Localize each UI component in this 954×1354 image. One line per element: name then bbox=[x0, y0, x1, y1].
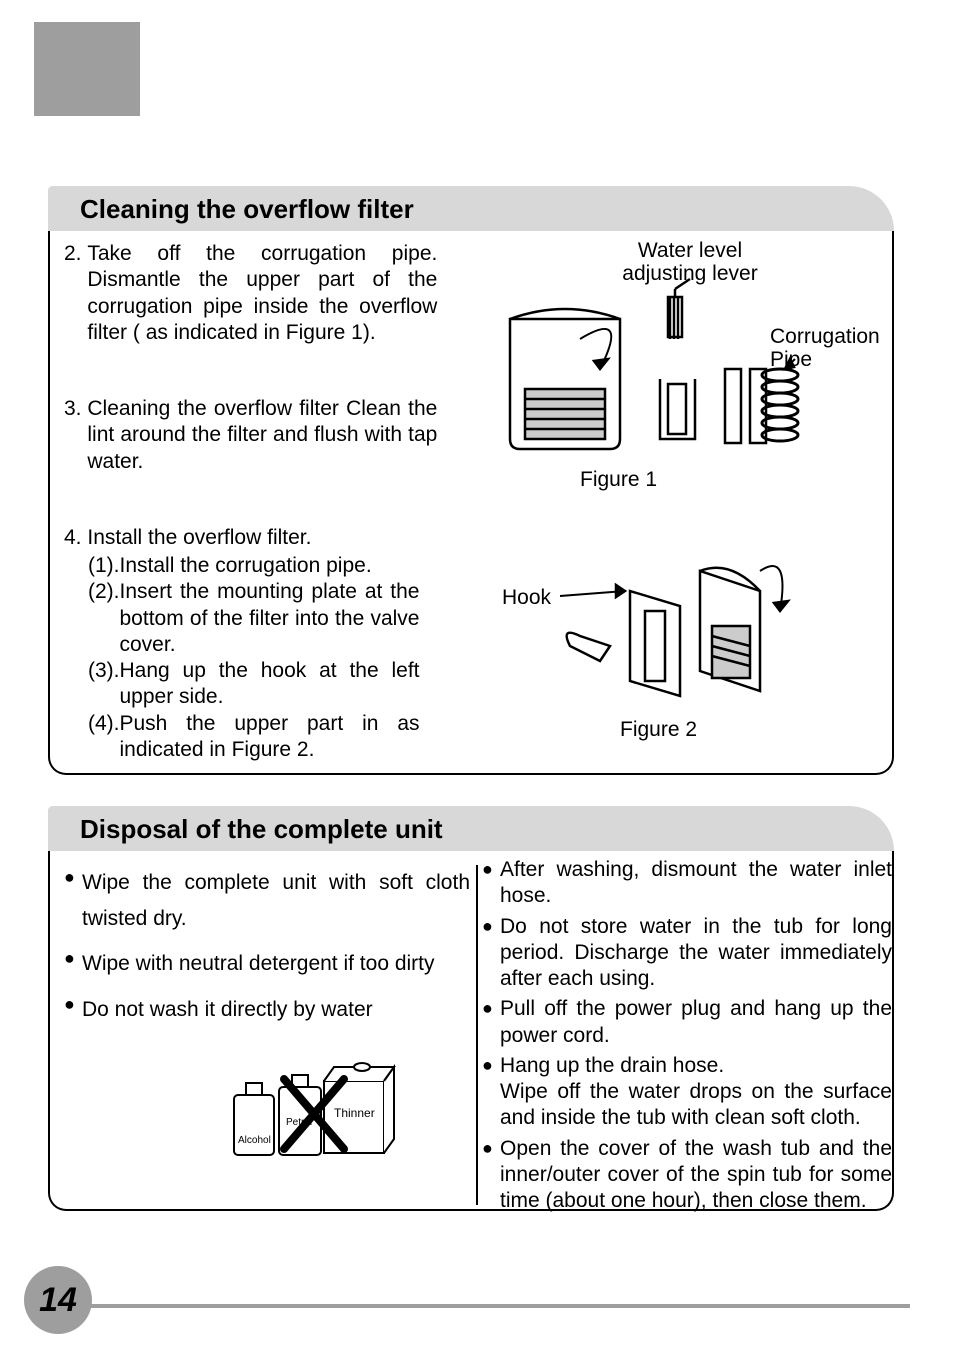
sub1-text: Install the corrugation pipe. bbox=[120, 553, 372, 579]
figure2-area: Hook bbox=[450, 541, 880, 751]
item3-num: 3. bbox=[64, 396, 82, 422]
fig1-caption: Figure 1 bbox=[580, 467, 657, 493]
item2-text: Take off the corrugation pipe. Dismantle… bbox=[87, 241, 437, 346]
right-bullet2: Do not store water in the tub for long p… bbox=[500, 914, 892, 993]
section1-body: 2. Take off the corrugation pipe. Disman… bbox=[48, 231, 894, 775]
page-number-badge: 14 bbox=[24, 1266, 92, 1334]
bullet-icon: ● bbox=[482, 1136, 500, 1161]
sub3-num: (3). bbox=[88, 658, 120, 711]
figure1-area: Water level adjusting lever Corrugation … bbox=[450, 239, 880, 499]
footer-line bbox=[50, 1304, 910, 1308]
left-bullet3: Do not wash it directly by water bbox=[82, 992, 470, 1028]
bullet-icon: ● bbox=[482, 914, 500, 939]
bullet-icon: ● bbox=[482, 857, 500, 882]
section2-title: Disposal of the complete unit bbox=[48, 806, 894, 851]
fig1-label-corrugation: Corrugation Pipe bbox=[770, 325, 880, 371]
bottle-label-alcohol: Alcohol bbox=[238, 1135, 271, 1146]
bullet-icon: ● bbox=[482, 996, 500, 1021]
section1-title: Cleaning the overflow filter bbox=[48, 186, 894, 231]
left-bullet2: Wipe with neutral detergent if too dirty bbox=[82, 946, 470, 982]
bottle-label-thinner: Thinner bbox=[334, 1106, 375, 1120]
disposal-left-column: ●Wipe the complete unit with soft cloth … bbox=[64, 865, 478, 1205]
right-bullet4: Hang up the drain hose. bbox=[500, 1054, 724, 1077]
bullet-icon: ● bbox=[64, 865, 82, 890]
item2-num: 2. bbox=[64, 241, 82, 267]
sub1-num: (1). bbox=[88, 553, 120, 579]
sub4-num: (4). bbox=[88, 711, 120, 764]
section-cleaning-filter: Cleaning the overflow filter 2. Take off… bbox=[48, 186, 894, 775]
left-bullet1: Wipe the complete unit with soft cloth t… bbox=[82, 865, 470, 936]
item4-text: Install the overflow filter. bbox=[87, 525, 437, 551]
sub2-num: (2). bbox=[88, 579, 120, 658]
item3-text: Cleaning the overflow filter Clean the l… bbox=[87, 396, 437, 475]
fig1-label-water-level: Water level adjusting lever bbox=[600, 239, 780, 285]
bullet-icon: ● bbox=[64, 946, 82, 971]
right-bullet3: Pull off the power plug and hang up the … bbox=[500, 996, 892, 1049]
right-bullet5: Open the cover of the wash tub and the i… bbox=[500, 1136, 892, 1215]
bottles-illustration: Alcohol Petrol Thinner bbox=[224, 1045, 424, 1165]
header-gray-tab bbox=[34, 22, 140, 116]
sub3-text: Hang up the hook at the left upper side. bbox=[120, 658, 420, 711]
right-bullet4-cont: Wipe off the water drops on the surface … bbox=[500, 1080, 892, 1129]
disposal-right-column: ●After washing, dismount the water inlet… bbox=[482, 857, 892, 1203]
bullet-icon: ● bbox=[64, 992, 82, 1017]
item4-num: 4. bbox=[64, 525, 82, 551]
sub2-text: Insert the mounting plate at the bottom … bbox=[120, 579, 420, 658]
bottle-label-petrol: Petrol bbox=[286, 1117, 312, 1128]
figure2-illustration bbox=[450, 541, 880, 711]
page-number: 14 bbox=[39, 1281, 77, 1320]
sub4-text: Push the upper part in as indicated in F… bbox=[120, 711, 420, 764]
section1-text-column: 2. Take off the corrugation pipe. Disman… bbox=[64, 241, 444, 763]
fig2-caption: Figure 2 bbox=[620, 717, 697, 743]
fig2-label-hook: Hook bbox=[502, 585, 551, 611]
right-bullet1: After washing, dismount the water inlet … bbox=[500, 857, 892, 910]
bullet-icon: ● bbox=[482, 1053, 500, 1078]
section-disposal: Disposal of the complete unit ●Wipe the … bbox=[48, 806, 894, 1211]
section2-body: ●Wipe the complete unit with soft cloth … bbox=[48, 851, 894, 1211]
